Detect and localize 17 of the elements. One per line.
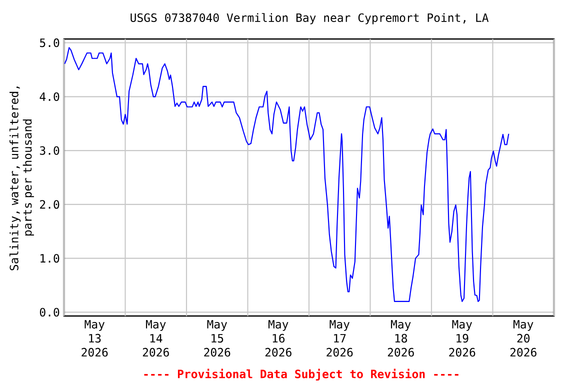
x-tick-label: May 18 2026	[388, 320, 414, 357]
x-tick-label: May 16 2026	[265, 320, 292, 357]
chart-title: USGS 07387040 Vermilion Bay near Cypremort Point, LA	[130, 13, 489, 24]
x-tick-label: May 19 2026	[449, 320, 476, 357]
x-tick-label: May 17 2026	[326, 320, 353, 357]
y-axis-title: Salinity, water, unfiltered, parts per thousand	[9, 86, 34, 270]
y-tick-label: 0.0	[40, 308, 60, 317]
y-tick-label: 2.0	[40, 200, 60, 209]
y-tick-label: 3.0	[40, 146, 60, 155]
y-tick-label: 5.0	[40, 38, 60, 48]
x-tick-label: May 13 2026	[82, 320, 108, 357]
x-tick-label: May 20 2026	[510, 320, 536, 357]
text: ---- Provisional Data Subject to Revision ----	[144, 368, 458, 380]
x-tick-label: May 15 2026	[204, 320, 230, 357]
y-tick-label: 4.0	[40, 92, 60, 101]
x-tick-label: May 14 2026	[142, 320, 169, 357]
y-tick-label: 1.0	[40, 254, 60, 263]
